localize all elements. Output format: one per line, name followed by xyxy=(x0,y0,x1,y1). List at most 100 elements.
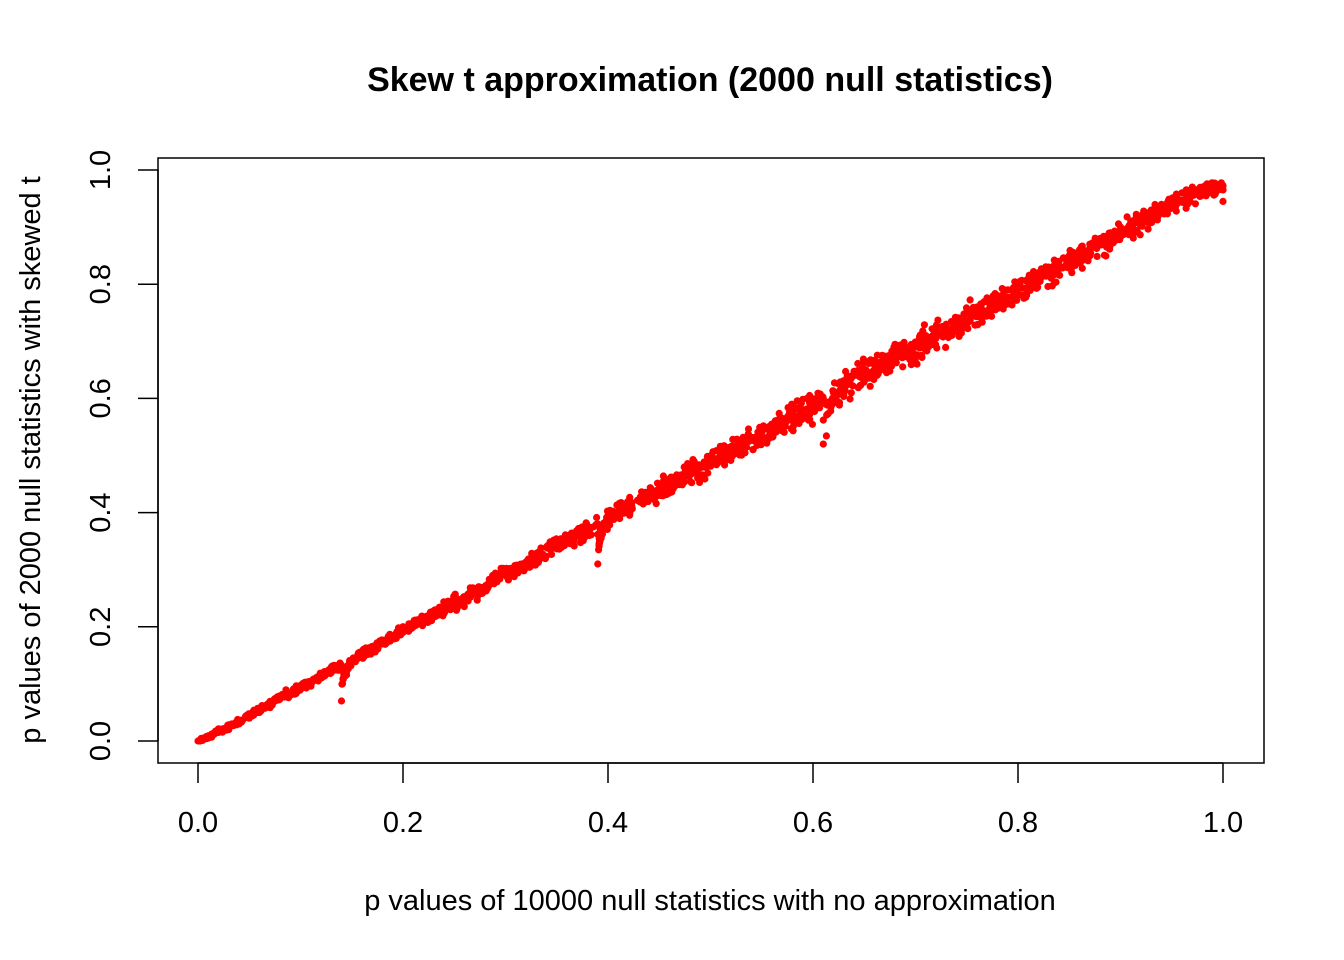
data-point xyxy=(850,372,858,380)
x-tick-label: 1.0 xyxy=(1203,807,1243,839)
data-point xyxy=(859,355,868,363)
data-point xyxy=(1096,234,1104,243)
data-point xyxy=(1065,252,1073,260)
data-point xyxy=(471,588,479,597)
y-tick-label: 1.0 xyxy=(85,150,117,190)
data-point xyxy=(1014,280,1022,288)
data-point xyxy=(563,537,571,545)
data-point xyxy=(1124,223,1132,231)
data-point xyxy=(906,356,914,364)
data-point xyxy=(512,566,520,574)
data-point xyxy=(1144,225,1152,233)
data-point xyxy=(235,720,243,728)
data-point xyxy=(317,674,325,682)
data-point xyxy=(339,676,347,684)
data-point xyxy=(583,526,592,534)
data-point xyxy=(900,353,908,361)
data-point xyxy=(712,461,721,469)
data-point xyxy=(327,663,335,671)
data-point xyxy=(576,539,585,547)
data-point xyxy=(876,364,884,372)
data-point xyxy=(701,475,709,483)
data-point xyxy=(1084,257,1092,265)
data-point xyxy=(883,369,891,377)
data-point xyxy=(481,586,489,594)
data-point xyxy=(741,449,749,457)
data-point xyxy=(604,514,612,522)
data-point xyxy=(1198,183,1207,191)
data-point xyxy=(854,359,862,368)
data-point xyxy=(896,342,904,350)
data-point xyxy=(790,402,798,410)
data-point xyxy=(266,703,274,711)
data-point xyxy=(696,463,704,471)
data-point xyxy=(1119,231,1127,239)
data-point xyxy=(842,367,850,376)
data-point xyxy=(440,606,448,614)
data-point xyxy=(1133,227,1141,235)
data-point xyxy=(492,572,500,580)
data-point xyxy=(952,314,961,323)
data-point xyxy=(923,347,931,355)
data-point xyxy=(1048,282,1056,290)
data-point xyxy=(614,508,622,517)
data-point xyxy=(1093,252,1101,260)
data-point xyxy=(913,360,921,368)
data-point xyxy=(358,651,366,660)
data-point xyxy=(409,623,417,631)
data-point xyxy=(871,370,879,378)
data-point xyxy=(1147,206,1155,214)
data-point xyxy=(1219,197,1227,205)
data-point xyxy=(793,397,801,405)
data-point xyxy=(1086,240,1094,248)
data-point xyxy=(993,292,1002,300)
data-point xyxy=(799,406,807,414)
data-point xyxy=(1188,183,1196,191)
chart-title: Skew t approximation (2000 null statisti… xyxy=(367,61,1053,99)
x-axis: 0.0 0.2 0.4 0.6 0.8 1.0 xyxy=(178,762,1243,839)
data-point xyxy=(435,610,443,618)
data-point xyxy=(1055,257,1063,265)
data-point xyxy=(593,513,601,522)
data-point xyxy=(399,628,407,637)
data-point xyxy=(808,420,817,428)
data-point xyxy=(952,327,960,335)
data-point xyxy=(922,332,930,340)
data-point xyxy=(337,697,346,705)
data-point xyxy=(378,640,387,648)
y-tick-label: 0.0 xyxy=(85,721,117,761)
data-point xyxy=(1184,194,1193,202)
data-point xyxy=(764,433,772,441)
data-point xyxy=(846,395,854,403)
data-point xyxy=(1143,211,1151,219)
data-point xyxy=(960,317,969,325)
data-point xyxy=(788,424,796,432)
data-point xyxy=(829,389,838,397)
data-point xyxy=(501,571,510,580)
data-point xyxy=(822,432,831,440)
data-point xyxy=(668,488,676,496)
data-point xyxy=(706,457,715,465)
data-point xyxy=(553,537,561,545)
data-point xyxy=(758,439,767,447)
data-point xyxy=(942,320,950,328)
data-point xyxy=(296,686,305,694)
data-point xyxy=(645,491,653,500)
data-point xyxy=(389,634,397,642)
data-point xyxy=(899,363,907,371)
data-point xyxy=(991,306,1000,314)
data-point xyxy=(1026,286,1034,294)
data-point xyxy=(1168,195,1176,203)
data-point xyxy=(1083,248,1092,256)
y-axis-label: p values of 2000 null statistics with sk… xyxy=(15,176,47,743)
data-point xyxy=(696,478,704,486)
data-point xyxy=(717,451,725,460)
data-point xyxy=(276,694,284,702)
x-tick-label: 0.8 xyxy=(998,807,1038,839)
data-point xyxy=(214,728,223,737)
data-point xyxy=(626,509,634,517)
data-point xyxy=(1049,269,1057,277)
data-point xyxy=(520,566,528,574)
data-point xyxy=(744,425,753,433)
data-point xyxy=(922,339,931,347)
